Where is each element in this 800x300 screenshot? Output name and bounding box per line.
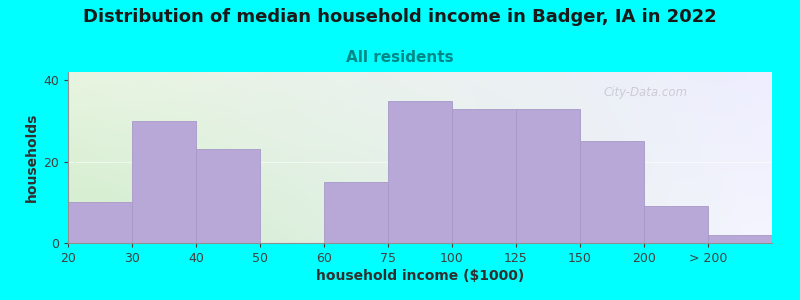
Text: All residents: All residents (346, 50, 454, 64)
Bar (452, 109, 516, 243)
Bar (388, 100, 452, 243)
Bar (644, 206, 708, 243)
Bar (708, 235, 772, 243)
Bar (68, 202, 132, 243)
Bar (196, 149, 260, 243)
Text: City-Data.com: City-Data.com (603, 86, 687, 99)
Y-axis label: households: households (25, 113, 39, 202)
X-axis label: household income ($1000): household income ($1000) (316, 269, 524, 283)
Text: Distribution of median household income in Badger, IA in 2022: Distribution of median household income … (83, 8, 717, 26)
Bar (324, 182, 388, 243)
Bar (516, 109, 580, 243)
Bar (580, 141, 644, 243)
Bar (132, 121, 196, 243)
